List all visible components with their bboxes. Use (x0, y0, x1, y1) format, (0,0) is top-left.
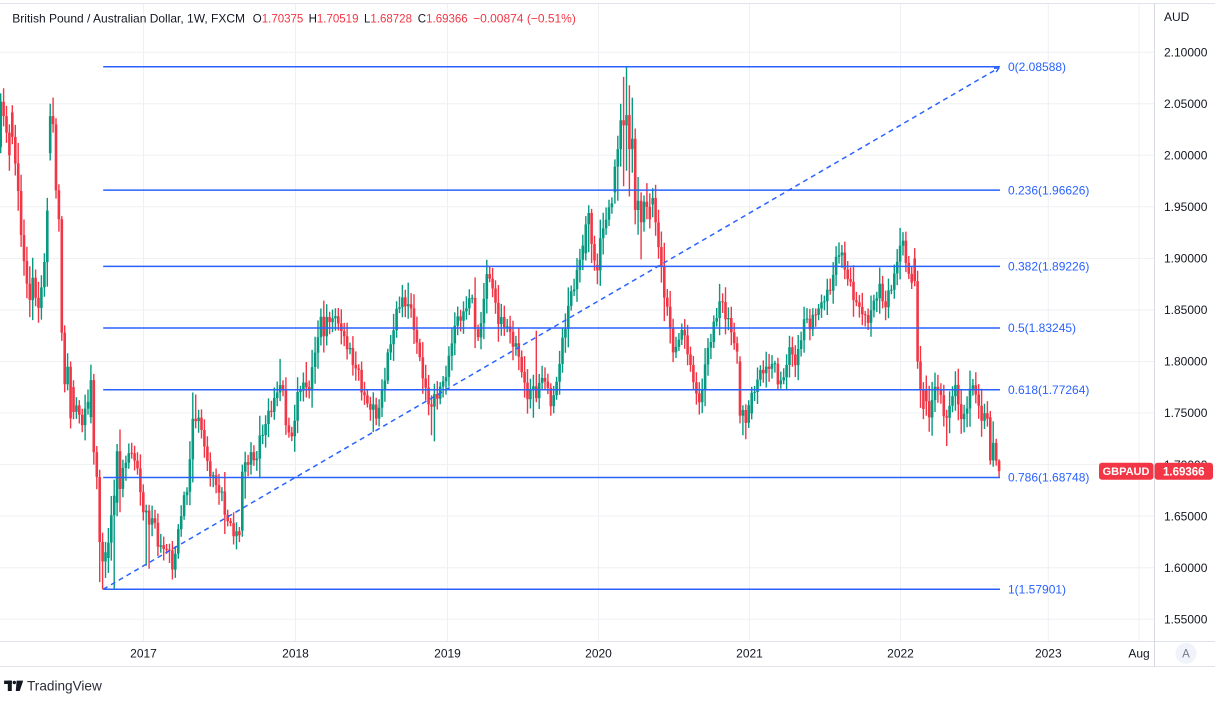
svg-text:0.382(1.89226): 0.382(1.89226) (1008, 260, 1089, 274)
svg-text:0.236(1.96626): 0.236(1.96626) (1008, 183, 1089, 197)
svg-text:AUD: AUD (1164, 10, 1190, 24)
svg-text:2023: 2023 (1035, 647, 1062, 661)
svg-text:2018: 2018 (282, 647, 309, 661)
svg-text:1.55000: 1.55000 (1164, 613, 1208, 627)
svg-text:TradingView: TradingView (27, 678, 102, 693)
svg-text:0.786(1.68748): 0.786(1.68748) (1008, 471, 1089, 485)
svg-text:2022: 2022 (887, 647, 914, 661)
svg-text:2.05000: 2.05000 (1164, 97, 1208, 111)
svg-text:1.80000: 1.80000 (1164, 355, 1208, 369)
svg-text:2017: 2017 (130, 647, 157, 661)
svg-text:0(2.08588): 0(2.08588) (1008, 60, 1066, 74)
svg-text:1.90000: 1.90000 (1164, 252, 1208, 266)
svg-text:A: A (1182, 648, 1190, 660)
svg-text:0.618(1.77264): 0.618(1.77264) (1008, 383, 1089, 397)
svg-text:2.00000: 2.00000 (1164, 149, 1208, 163)
svg-text:1.60000: 1.60000 (1164, 561, 1208, 575)
svg-text:British Pound / Australian Dol: British Pound / Australian Dollar, 1W, F… (12, 11, 245, 25)
svg-text:C1.69366: C1.69366 (418, 13, 468, 25)
svg-text:O1.70375: O1.70375 (253, 13, 304, 25)
svg-text:1.95000: 1.95000 (1164, 200, 1208, 214)
svg-text:1.69366: 1.69366 (1163, 466, 1205, 478)
svg-text:H1.70519: H1.70519 (309, 13, 359, 25)
svg-text:0.5(1.83245): 0.5(1.83245) (1008, 321, 1076, 335)
svg-text:2020: 2020 (585, 647, 612, 661)
svg-text:1.75000: 1.75000 (1164, 406, 1208, 420)
svg-text:Aug: Aug (1128, 647, 1149, 661)
svg-text:2.10000: 2.10000 (1164, 45, 1208, 59)
svg-text:1.65000: 1.65000 (1164, 509, 1208, 523)
svg-text:2021: 2021 (736, 647, 763, 661)
svg-text:GBPAUD: GBPAUD (1103, 466, 1150, 478)
svg-text:L1.68728: L1.68728 (364, 13, 412, 25)
svg-text:−0.00874 (−0.51%): −0.00874 (−0.51%) (473, 11, 576, 25)
svg-text:1.85000: 1.85000 (1164, 303, 1208, 317)
svg-text:1(1.57901): 1(1.57901) (1008, 583, 1066, 597)
svg-text:2019: 2019 (434, 647, 461, 661)
